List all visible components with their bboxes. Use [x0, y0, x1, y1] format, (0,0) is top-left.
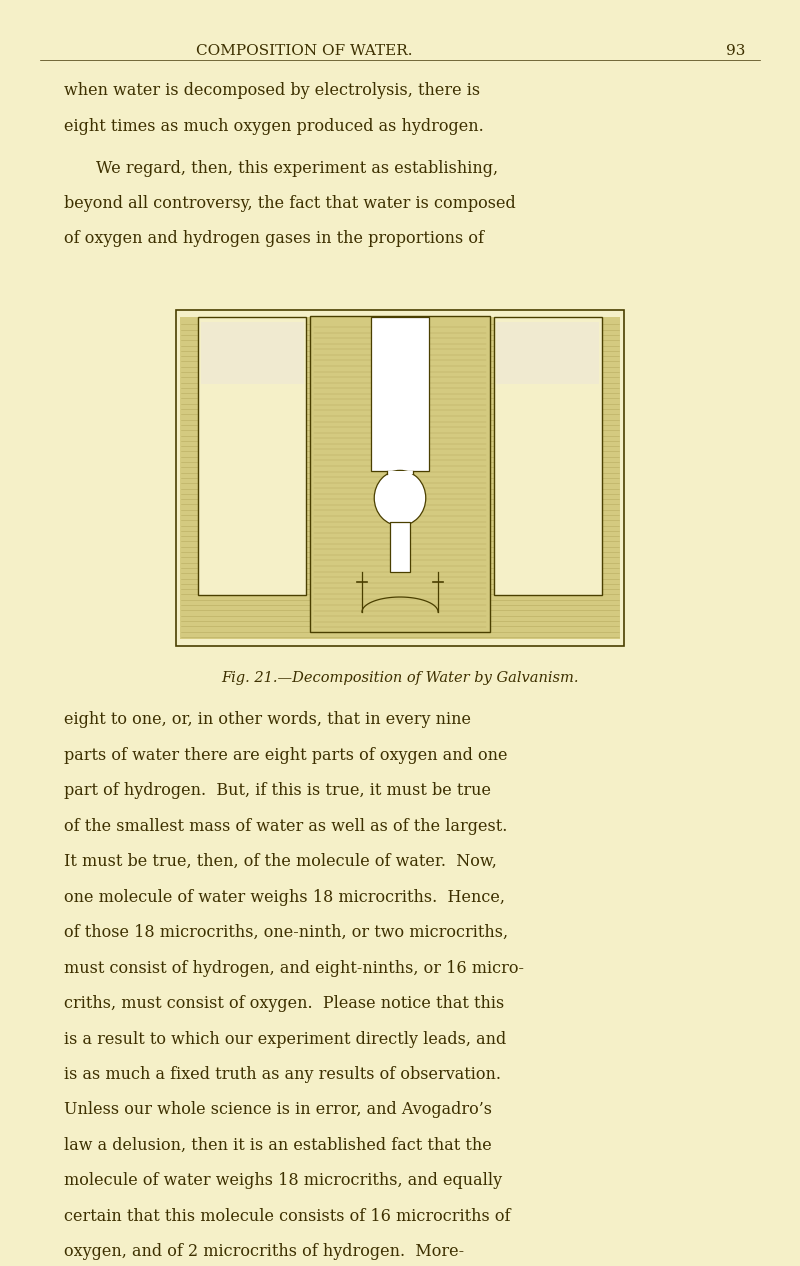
- Bar: [390, 522, 410, 572]
- Text: 93: 93: [726, 44, 746, 58]
- Text: is a result to which our experiment directly leads, and: is a result to which our experiment dire…: [64, 1031, 506, 1047]
- Text: of those 18 microcriths, one-ninth, or two microcriths,: of those 18 microcriths, one-ninth, or t…: [64, 924, 508, 941]
- Bar: [387, 471, 413, 475]
- Text: law a delusion, then it is an established fact that the: law a delusion, then it is an establishe…: [64, 1137, 492, 1153]
- Bar: [374, 320, 426, 400]
- Text: is as much a fixed truth as any results of observation.: is as much a fixed truth as any results …: [64, 1066, 501, 1082]
- Text: of the smallest mass of water as well as of the largest.: of the smallest mass of water as well as…: [64, 818, 507, 834]
- Bar: [180, 316, 620, 639]
- Text: Unless our whole science is in error, and Avogadro’s: Unless our whole science is in error, an…: [64, 1101, 492, 1118]
- Text: eight times as much oxygen produced as hydrogen.: eight times as much oxygen produced as h…: [64, 118, 484, 134]
- Text: oxygen, and of 2 microcriths of hydrogen.  More-: oxygen, and of 2 microcriths of hydrogen…: [64, 1243, 464, 1260]
- Bar: [310, 316, 490, 632]
- Text: certain that this molecule consists of 16 microcriths of: certain that this molecule consists of 1…: [64, 1208, 510, 1224]
- Text: It must be true, then, of the molecule of water.  Now,: It must be true, then, of the molecule o…: [64, 853, 497, 870]
- Bar: [176, 310, 624, 646]
- Text: criths, must consist of oxygen.  Please notice that this: criths, must consist of oxygen. Please n…: [64, 995, 504, 1012]
- Text: part of hydrogen.  But, if this is true, it must be true: part of hydrogen. But, if this is true, …: [64, 782, 491, 799]
- Bar: [494, 316, 602, 595]
- Bar: [497, 322, 599, 384]
- Bar: [371, 316, 429, 471]
- Text: parts of water there are eight parts of oxygen and one: parts of water there are eight parts of …: [64, 747, 507, 763]
- Text: eight to one, or, in other words, that in every nine: eight to one, or, in other words, that i…: [64, 711, 471, 728]
- Text: when water is decomposed by electrolysis, there is: when water is decomposed by electrolysis…: [64, 82, 480, 99]
- Text: beyond all controversy, the fact that water is composed: beyond all controversy, the fact that wa…: [64, 195, 516, 211]
- Text: We regard, then, this experiment as establishing,: We regard, then, this experiment as esta…: [96, 160, 498, 176]
- Text: Fig. 21.—Decomposition of Water by Galvanism.: Fig. 21.—Decomposition of Water by Galva…: [222, 671, 578, 685]
- Bar: [201, 322, 303, 384]
- Text: must consist of hydrogen, and eight-ninths, or 16 micro-: must consist of hydrogen, and eight-nint…: [64, 960, 524, 976]
- Bar: [198, 316, 306, 595]
- Text: one molecule of water weighs 18 microcriths.  Hence,: one molecule of water weighs 18 microcri…: [64, 889, 505, 905]
- Ellipse shape: [374, 471, 426, 525]
- Text: molecule of water weighs 18 microcriths, and equally: molecule of water weighs 18 microcriths,…: [64, 1172, 502, 1189]
- Text: COMPOSITION OF WATER.: COMPOSITION OF WATER.: [196, 44, 412, 58]
- Text: of oxygen and hydrogen gases in the proportions of: of oxygen and hydrogen gases in the prop…: [64, 230, 484, 247]
